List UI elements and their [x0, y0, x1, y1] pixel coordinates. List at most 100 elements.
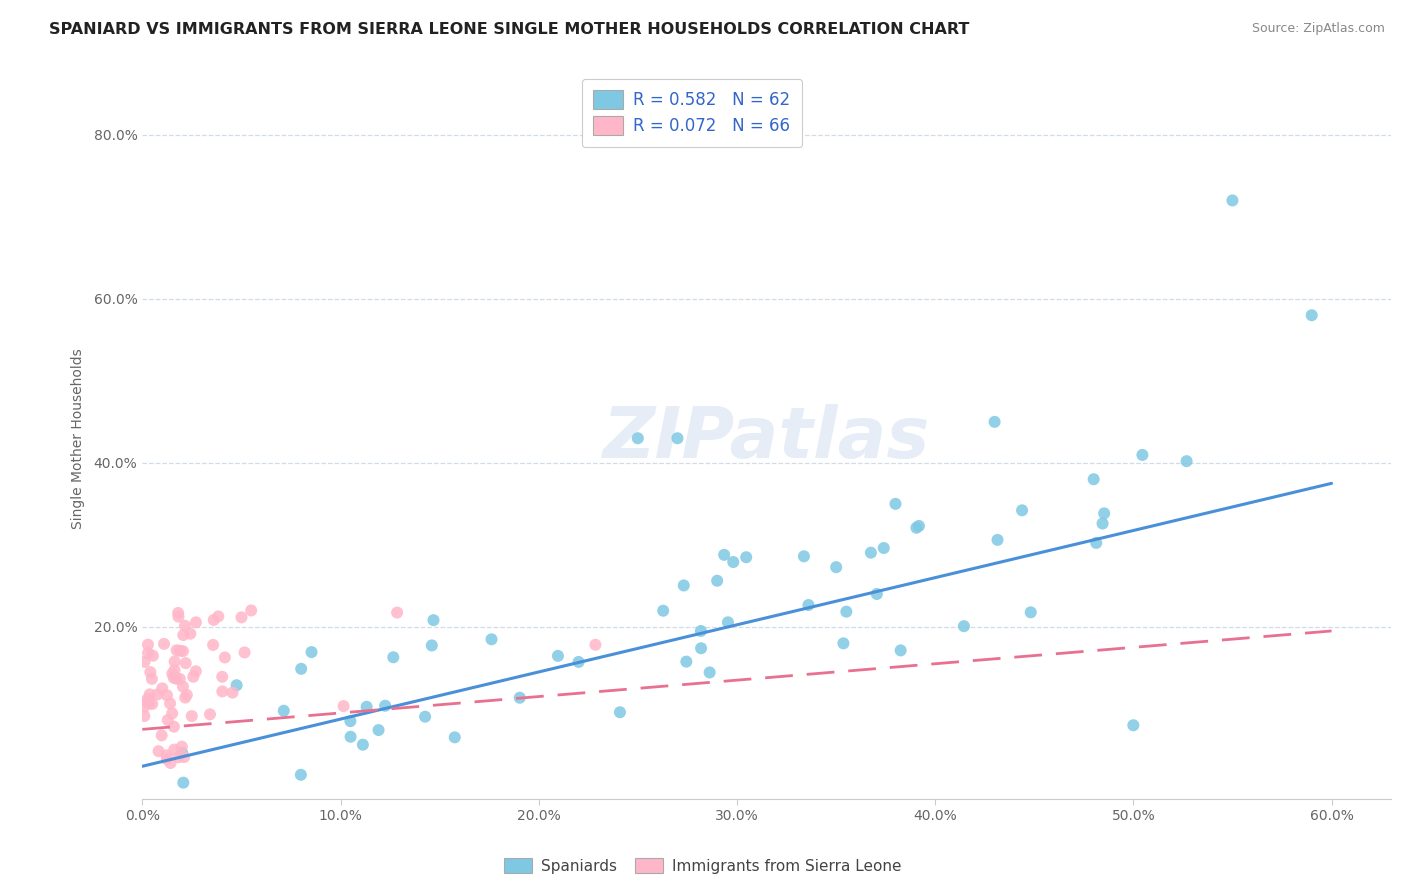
Point	[352, 738, 374, 752]
Point	[135, 695, 157, 709]
Point	[160, 706, 183, 721]
Point	[374, 698, 396, 713]
Point	[180, 709, 202, 723]
Point	[172, 680, 194, 694]
Point	[174, 656, 197, 670]
Point	[706, 574, 728, 588]
Point	[290, 662, 312, 676]
Point	[136, 638, 159, 652]
Point	[211, 684, 233, 698]
Point	[141, 672, 163, 686]
Point	[136, 646, 159, 660]
Point	[832, 636, 855, 650]
Point	[136, 692, 159, 706]
Point	[172, 628, 194, 642]
Point	[986, 533, 1008, 547]
Y-axis label: Single Mother Households: Single Mother Households	[72, 348, 86, 529]
Point	[481, 632, 503, 647]
Point	[163, 742, 186, 756]
Point	[332, 699, 354, 714]
Point	[240, 603, 263, 617]
Point	[159, 697, 181, 711]
Point	[908, 519, 931, 533]
Point	[166, 643, 188, 657]
Point	[1085, 536, 1108, 550]
Point	[699, 665, 721, 680]
Point	[173, 750, 195, 764]
Point	[339, 730, 361, 744]
Point	[141, 697, 163, 711]
Point	[139, 665, 162, 679]
Legend: R = 0.582   N = 62, R = 0.072   N = 66: R = 0.582 N = 62, R = 0.072 N = 66	[582, 78, 801, 147]
Point	[873, 541, 896, 555]
Point	[723, 555, 745, 569]
Point	[148, 744, 170, 758]
Point	[233, 645, 256, 659]
Point	[167, 750, 190, 764]
Point	[666, 431, 689, 445]
Point	[153, 637, 176, 651]
Point	[884, 497, 907, 511]
Point	[163, 663, 186, 677]
Point	[146, 688, 169, 702]
Point	[367, 723, 389, 737]
Point	[202, 638, 225, 652]
Point	[443, 731, 465, 745]
Point	[179, 626, 201, 640]
Point	[184, 665, 207, 679]
Point	[690, 641, 713, 656]
Text: ZIPatlas: ZIPatlas	[603, 404, 931, 473]
Point	[174, 618, 197, 632]
Point	[139, 687, 162, 701]
Point	[174, 690, 197, 705]
Point	[420, 639, 443, 653]
Point	[1122, 718, 1144, 732]
Point	[905, 521, 928, 535]
Point	[138, 696, 160, 710]
Point	[207, 609, 229, 624]
Point	[825, 560, 848, 574]
Point	[156, 713, 179, 727]
Point	[1092, 506, 1115, 520]
Point	[1132, 448, 1154, 462]
Point	[1175, 454, 1198, 468]
Point	[1091, 516, 1114, 531]
Point	[983, 415, 1005, 429]
Legend: Spaniards, Immigrants from Sierra Leone: Spaniards, Immigrants from Sierra Leone	[498, 852, 908, 880]
Point	[690, 624, 713, 638]
Point	[717, 615, 740, 630]
Point	[1222, 194, 1244, 208]
Point	[156, 688, 179, 702]
Point	[509, 690, 531, 705]
Point	[169, 672, 191, 686]
Point	[172, 775, 194, 789]
Point	[382, 650, 405, 665]
Point	[181, 670, 204, 684]
Point	[713, 548, 735, 562]
Point	[162, 666, 184, 681]
Point	[797, 598, 820, 612]
Point	[172, 644, 194, 658]
Point	[273, 704, 295, 718]
Point	[134, 655, 156, 669]
Point	[211, 670, 233, 684]
Point	[385, 606, 408, 620]
Point	[301, 645, 323, 659]
Point	[163, 655, 186, 669]
Point	[890, 643, 912, 657]
Point	[1011, 503, 1033, 517]
Point	[159, 756, 181, 770]
Point	[134, 699, 156, 714]
Point	[150, 728, 173, 742]
Point	[142, 648, 165, 663]
Point	[163, 720, 186, 734]
Point	[214, 650, 236, 665]
Point	[422, 613, 444, 627]
Point	[953, 619, 976, 633]
Point	[652, 604, 675, 618]
Point	[221, 685, 243, 699]
Point	[859, 546, 882, 560]
Point	[672, 578, 695, 592]
Text: SPANIARD VS IMMIGRANTS FROM SIERRA LEONE SINGLE MOTHER HOUSEHOLDS CORRELATION CH: SPANIARD VS IMMIGRANTS FROM SIERRA LEONE…	[49, 22, 970, 37]
Point	[568, 655, 591, 669]
